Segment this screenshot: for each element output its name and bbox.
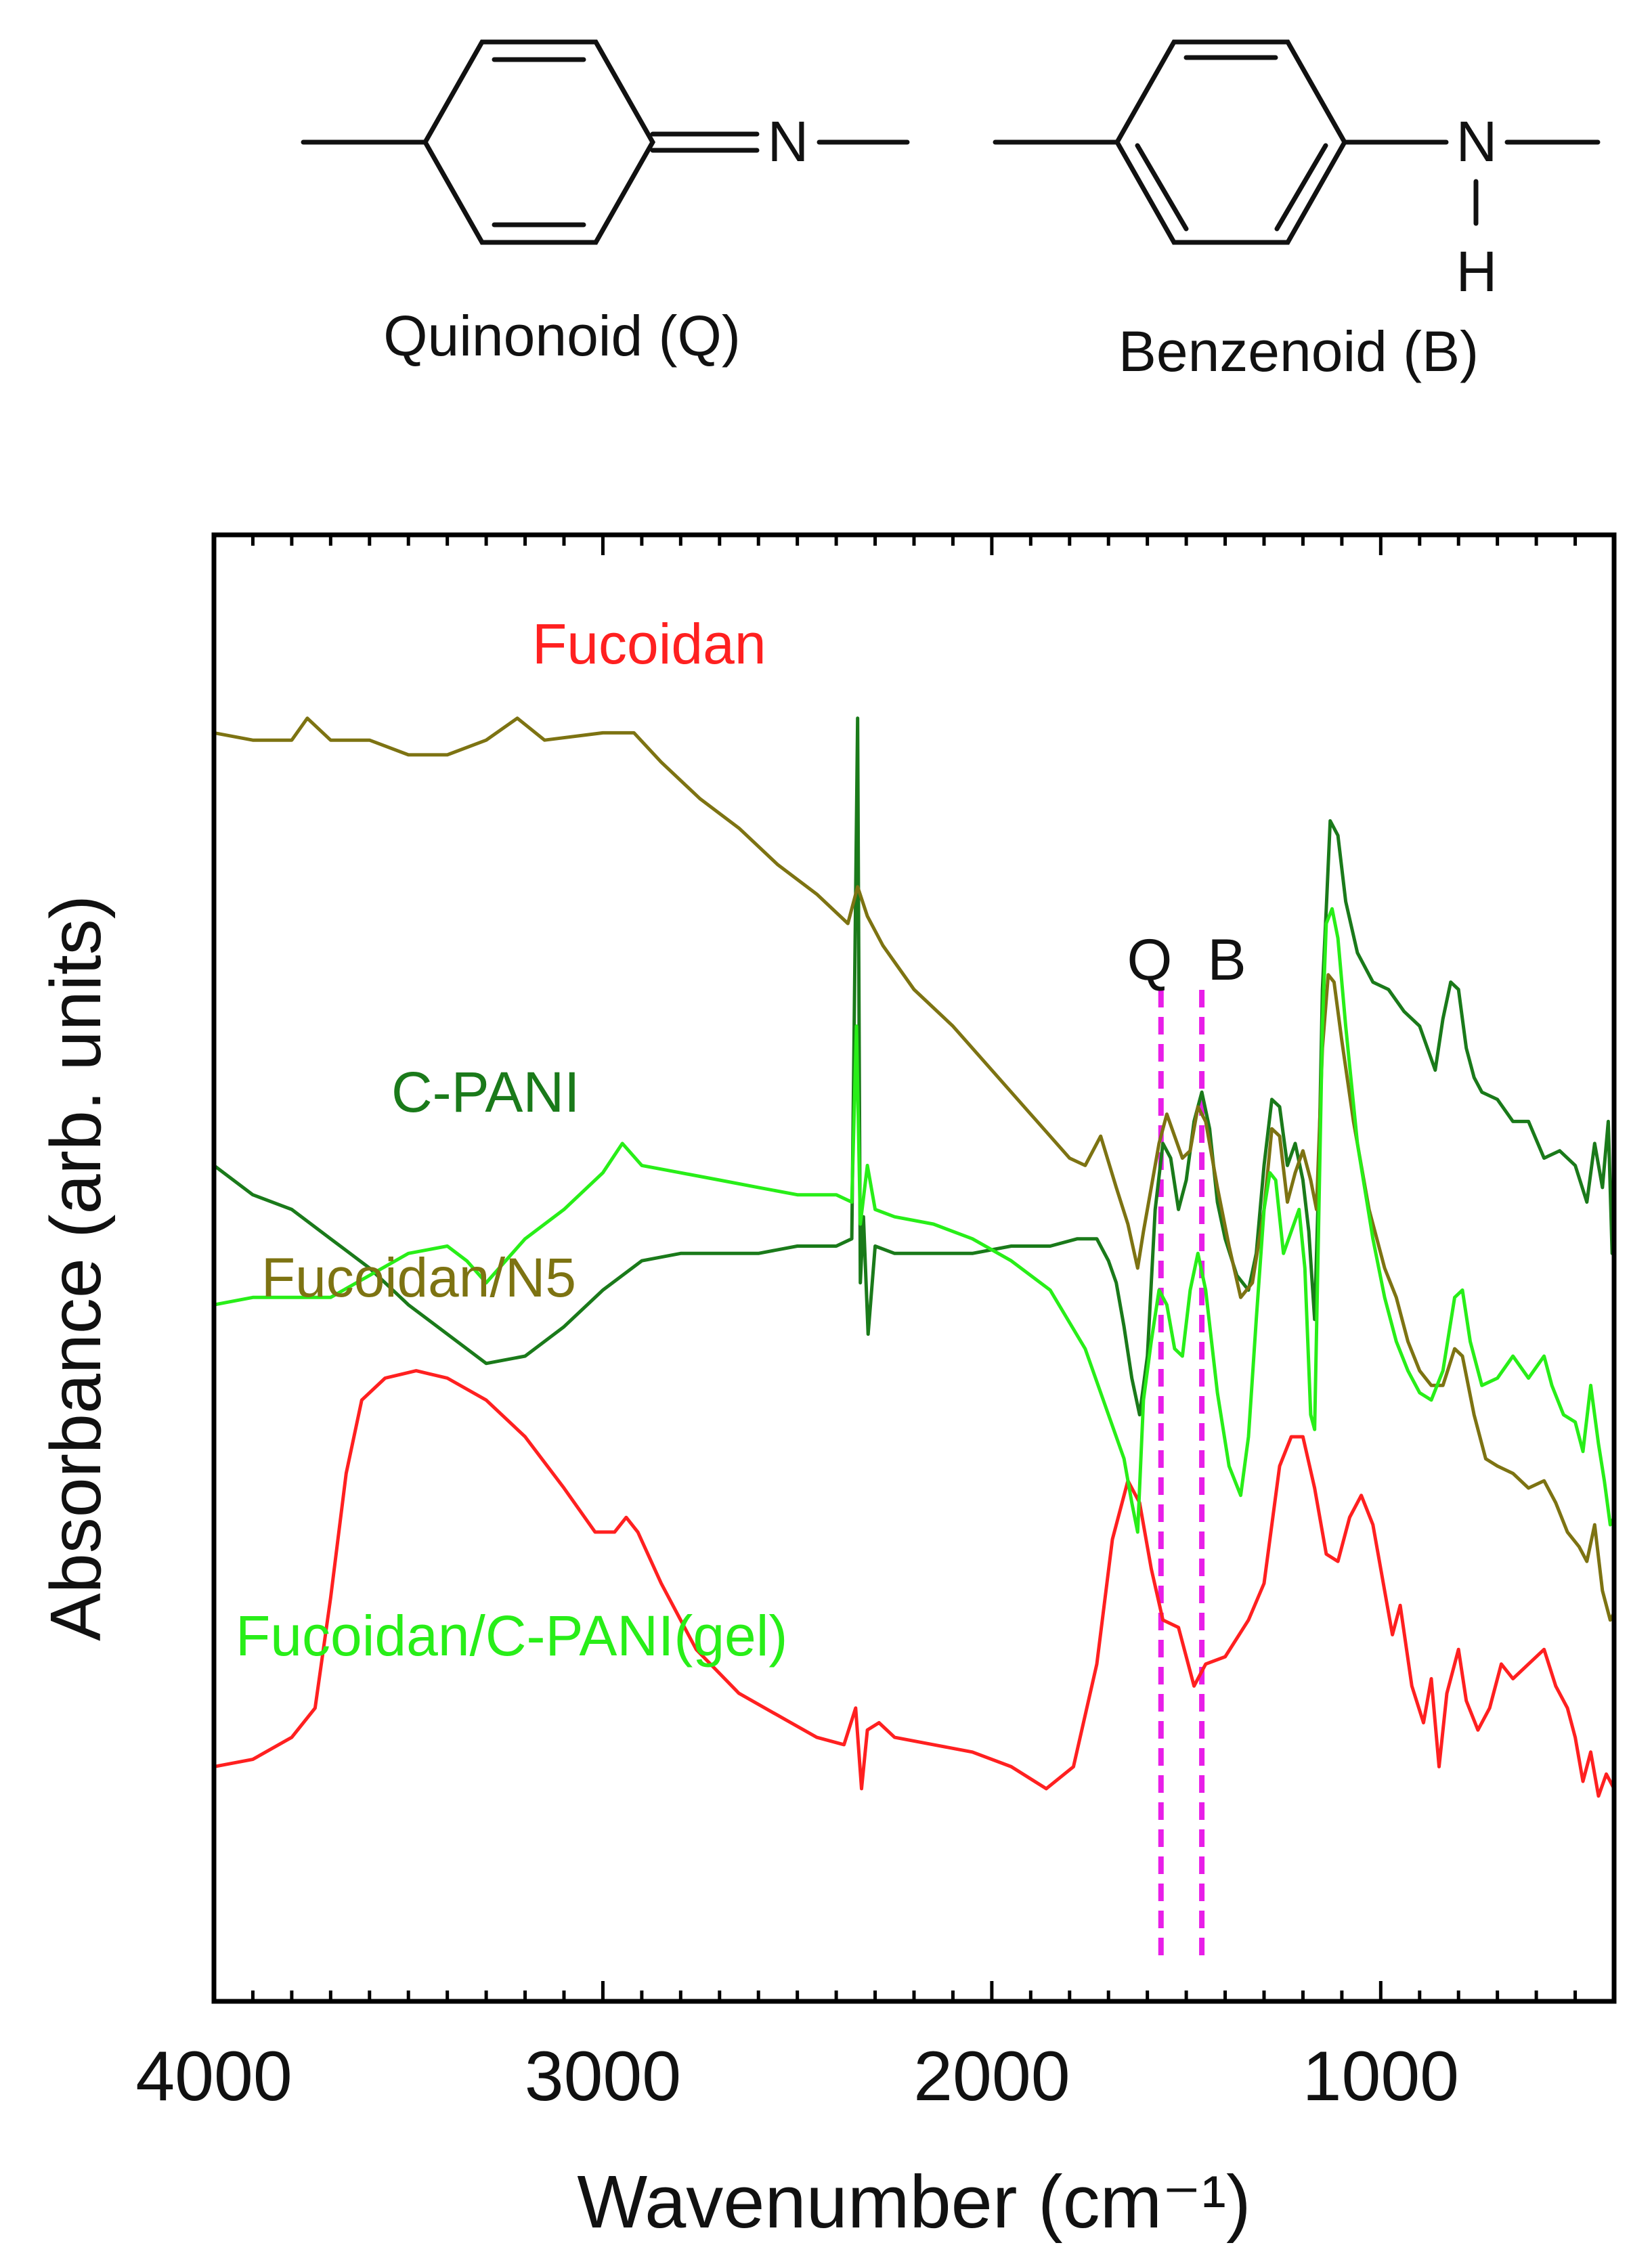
spectra xyxy=(213,716,1616,1798)
x-tick-label-2000: 2000 xyxy=(913,2037,1070,2116)
ref-label-b: B xyxy=(1207,928,1246,993)
benzenoid-ring-inner-bond-1 xyxy=(1135,143,1189,232)
x-tick-label-3000: 3000 xyxy=(525,2037,681,2116)
benzenoid-n-atom: N xyxy=(1456,110,1498,173)
series-label-fucoidan-n5: Fucoidan/N5 xyxy=(261,1247,576,1309)
reference-lines xyxy=(1158,990,1205,1957)
benzenoid-structure xyxy=(993,39,1601,245)
x-axis-tick-labels: 4000 3000 2000 1000 xyxy=(135,2037,1459,2116)
quinonoid-n-atom: N xyxy=(768,110,809,173)
ftir-plot: 4000 3000 2000 1000 xyxy=(135,532,1617,2116)
x-axis-ticks xyxy=(212,535,1616,2001)
quinonoid-label: Quinonoid (Q) xyxy=(383,304,741,368)
x-tick-label-1000: 1000 xyxy=(1303,2037,1459,2116)
benzenoid-h-atom: H xyxy=(1456,240,1498,303)
ref-label-q: Q xyxy=(1127,928,1173,993)
benzenoid-ring-inner-bond-3 xyxy=(1274,143,1328,232)
quinonoid-ring xyxy=(422,39,656,245)
series-line-fucoidan-c-pani-gel xyxy=(213,907,1616,1534)
x-axis-title: Wavenumber (cm⁻¹) xyxy=(577,2160,1251,2244)
x-tick-label-4000: 4000 xyxy=(135,2037,292,2116)
series-line-fucoidan-n5 xyxy=(213,716,1616,1622)
benzenoid-label: Benzenoid (B) xyxy=(1118,320,1479,383)
benzenoid-ring xyxy=(1114,39,1348,245)
series-line-fucoidan xyxy=(213,1369,1616,1798)
series-label-c-pani: C-PANI xyxy=(391,1060,580,1124)
series-label-fucoidan-c-pani-gel: Fucoidan/C-PANI(gel) xyxy=(236,1604,787,1668)
series-label-fucoidan: Fucoidan xyxy=(532,612,766,676)
quinonoid-structure xyxy=(301,39,910,245)
y-axis-title: Absorbance (arb. units) xyxy=(36,895,116,1641)
